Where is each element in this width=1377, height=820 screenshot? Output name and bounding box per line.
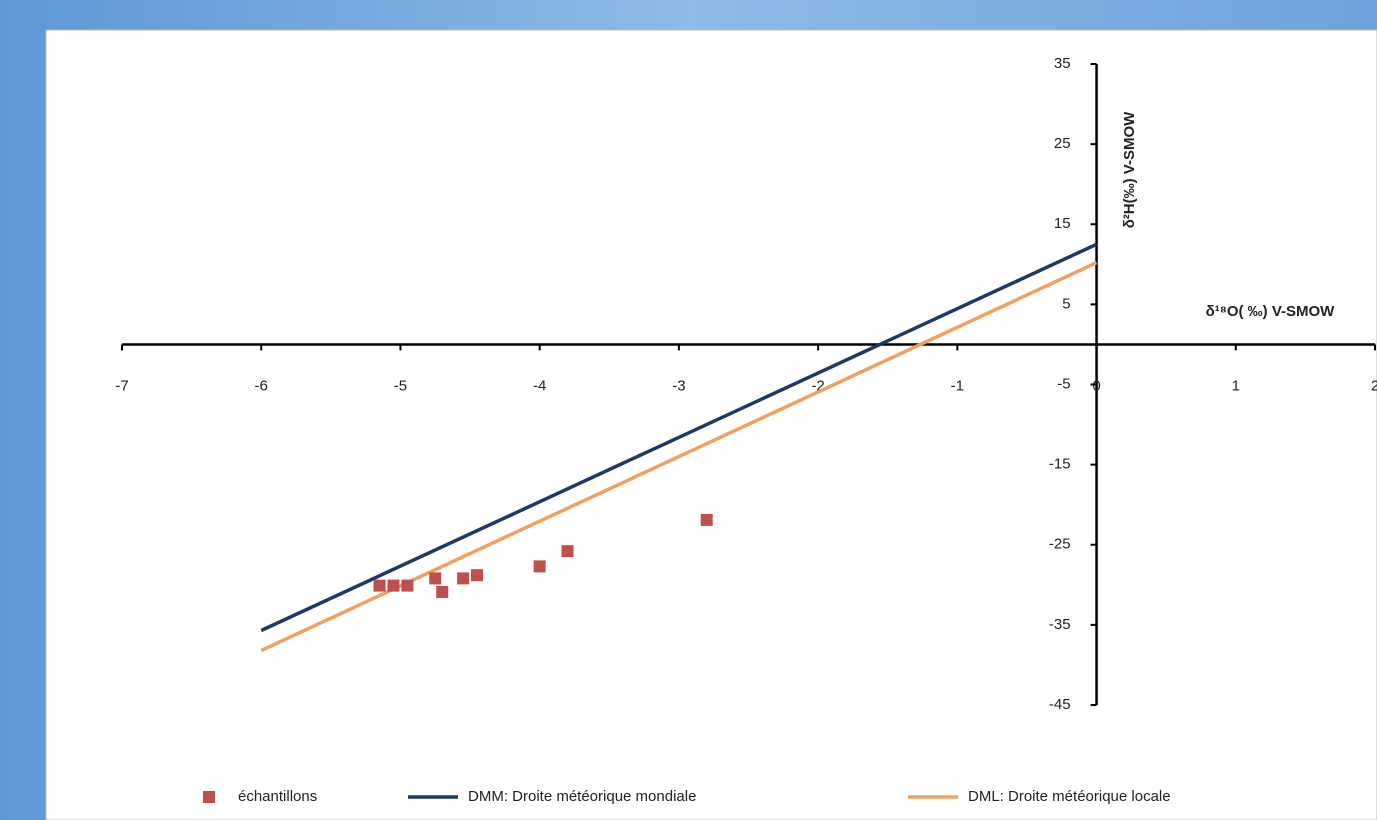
y-tick-label: 35	[1054, 55, 1071, 72]
y-tick-label: -45	[1049, 696, 1071, 713]
y-tick-label: -15	[1049, 456, 1071, 473]
x-tick-label: -7	[115, 377, 128, 394]
legend-label: échantillons	[238, 788, 317, 805]
sample-point	[387, 580, 399, 592]
x-tick-label: -6	[255, 377, 268, 394]
x-tick-label: -3	[672, 377, 685, 394]
y-tick-label: -25	[1049, 536, 1071, 553]
sample-point	[401, 580, 413, 592]
x-tick-label: 2	[1371, 377, 1377, 394]
page: {"chart_data": {"type": "scatter", "x_la…	[0, 0, 1377, 820]
y-axis-title: δ²H(‰) V-SMOW	[1121, 111, 1138, 228]
x-tick-label: -4	[533, 377, 546, 394]
y-tick-label: -35	[1049, 616, 1071, 633]
y-tick-label: 15	[1054, 215, 1071, 232]
y-tick-label: 5	[1062, 295, 1070, 312]
sample-point	[534, 560, 546, 572]
sample-point	[457, 572, 469, 584]
x-tick-label: -1	[951, 377, 964, 394]
sample-point	[701, 514, 713, 526]
sample-point	[429, 572, 441, 584]
chart: δ¹⁸O( ‰) V-SMOW δ²H(‰) V-SMOW -7 -6 -5 -4 -3…	[0, 0, 1377, 820]
y-tick-label: -5	[1057, 375, 1070, 392]
legend-label: DMM: Droite météorique mondiale	[468, 788, 696, 805]
y-tick-label: 25	[1054, 135, 1071, 152]
legend-swatch	[203, 791, 215, 803]
sample-point	[562, 545, 574, 557]
sample-point	[471, 569, 483, 581]
x-tick-label: 0	[1092, 377, 1100, 394]
chart-panel	[46, 30, 1377, 820]
sample-point	[436, 586, 448, 598]
legend-label: DML: Droite météorique locale	[968, 788, 1171, 805]
sample-point	[374, 580, 386, 592]
x-tick-label: 1	[1232, 377, 1240, 394]
x-tick-label: -5	[394, 377, 407, 394]
x-axis-title: δ¹⁸O( ‰) V-SMOW	[1206, 303, 1336, 320]
